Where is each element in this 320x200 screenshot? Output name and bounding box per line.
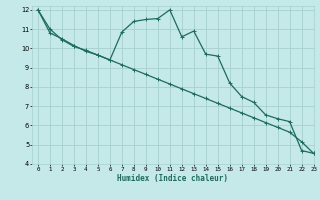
- X-axis label: Humidex (Indice chaleur): Humidex (Indice chaleur): [117, 174, 228, 183]
